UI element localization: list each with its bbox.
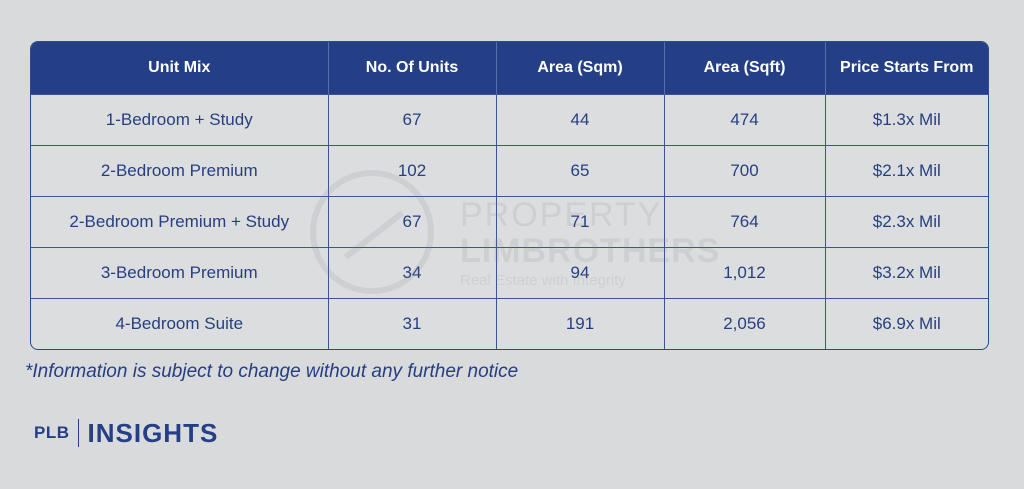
header-no-of-units: No. Of Units [328, 42, 497, 95]
header-price: Price Starts From [825, 42, 988, 95]
cell-area-sqft: 2,056 [664, 298, 826, 349]
cell-units: 102 [328, 145, 497, 197]
cell-price: $2.3x Mil [825, 196, 988, 248]
cell-unit-mix: 2-Bedroom Premium + Study [31, 196, 329, 248]
table-header-row: Unit Mix No. Of Units Area (Sqm) Area (S… [31, 42, 988, 95]
brand-logo: PLB INSIGHTS [34, 418, 218, 448]
cell-area-sqm: 94 [496, 247, 665, 299]
cell-area-sqm: 71 [496, 196, 665, 248]
header-unit-mix: Unit Mix [31, 42, 329, 95]
cell-price: $6.9x Mil [825, 298, 988, 349]
table-row: 4-Bedroom Suite 31 191 2,056 $6.9x Mil [31, 298, 988, 349]
cell-price: $1.3x Mil [825, 94, 988, 146]
cell-price: $3.2x Mil [825, 247, 988, 299]
brand-divider [77, 419, 79, 447]
cell-area-sqm: 191 [496, 298, 665, 349]
cell-unit-mix: 1-Bedroom + Study [31, 94, 329, 146]
cell-unit-mix: 2-Bedroom Premium [31, 145, 329, 197]
cell-area-sqm: 65 [496, 145, 665, 197]
brand-name: INSIGHTS [87, 417, 219, 448]
cell-area-sqft: 1,012 [664, 247, 826, 299]
disclaimer-note: *Information is subject to change withou… [25, 361, 519, 382]
cell-units: 67 [328, 196, 497, 248]
table-row: 2-Bedroom Premium + Study 67 71 764 $2.3… [31, 196, 988, 248]
brand-short: PLB [34, 423, 70, 442]
cell-units: 31 [328, 298, 497, 349]
cell-unit-mix: 4-Bedroom Suite [31, 298, 329, 349]
cell-units: 34 [328, 247, 497, 299]
cell-units: 67 [328, 94, 497, 146]
cell-area-sqft: 474 [664, 94, 826, 146]
cell-area-sqft: 764 [664, 196, 826, 248]
cell-area-sqft: 700 [664, 145, 826, 197]
cell-unit-mix: 3-Bedroom Premium [31, 247, 329, 299]
unit-mix-table-container: Unit Mix No. Of Units Area (Sqm) Area (S… [30, 41, 989, 350]
header-area-sqft: Area (Sqft) [664, 42, 826, 95]
unit-mix-table: Unit Mix No. Of Units Area (Sqm) Area (S… [31, 42, 988, 349]
cell-area-sqm: 44 [496, 94, 665, 146]
table-row: 3-Bedroom Premium 34 94 1,012 $3.2x Mil [31, 247, 988, 299]
table-row: 2-Bedroom Premium 102 65 700 $2.1x Mil [31, 145, 988, 197]
table-row: 1-Bedroom + Study 67 44 474 $1.3x Mil [31, 94, 988, 146]
header-area-sqm: Area (Sqm) [496, 42, 665, 95]
cell-price: $2.1x Mil [825, 145, 988, 197]
